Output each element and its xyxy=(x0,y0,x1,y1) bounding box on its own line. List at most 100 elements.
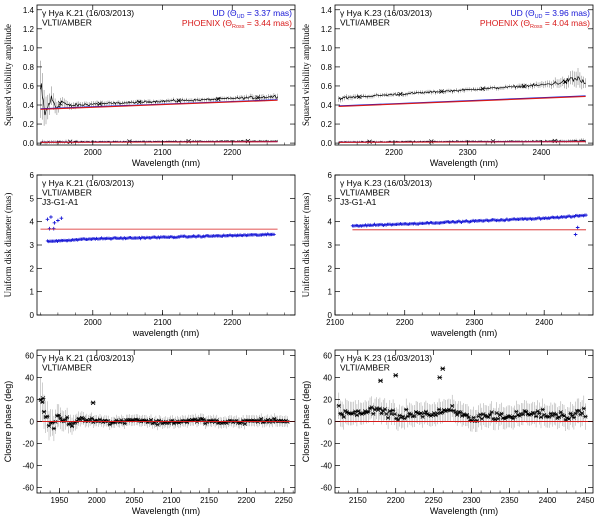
y-tick-label: -20 xyxy=(320,440,332,449)
y-tick-label: 0 xyxy=(30,311,35,320)
y-tick-label: 0.0 xyxy=(321,139,333,148)
panel-ud-k23: 2100 2200 2300 2400 0 1 2 3 4 5 6 wavelength (nm) Un… xyxy=(301,171,594,338)
x-tick-label: 2300 xyxy=(459,148,477,157)
model-line-phoenix-high xyxy=(338,95,586,107)
y-tick-label: 1.0 xyxy=(23,44,35,53)
x-tick-label: 2400 xyxy=(535,318,553,327)
data-marker xyxy=(480,86,485,92)
annotation-line: VLTI/AMBER xyxy=(340,363,390,373)
annotation-line: VLTI/AMBER xyxy=(42,363,92,373)
y-axis-label: Squared visibility amplitude xyxy=(3,24,13,126)
panel-cp-k21: 1950 2000 2050 2100 2150 2200 2250 -60 -40 -20 0 20… xyxy=(3,349,296,516)
annotation-line: γ Hya K.23 (16/03/2013) xyxy=(340,353,432,363)
x-tick-label: 2050 xyxy=(125,496,143,505)
x-tick-label: 2200 xyxy=(387,496,405,505)
ud-outlier-point xyxy=(51,226,56,231)
annotation-line: γ Hya K.23 (16/03/2013) xyxy=(340,8,432,18)
x-tick-label: 2250 xyxy=(275,496,293,505)
data-marker xyxy=(357,94,362,100)
y-tick-label: 6 xyxy=(30,171,35,180)
closure-phase-outlier xyxy=(440,366,446,371)
x-tick-label: 2200 xyxy=(237,496,255,505)
annotation-line: VLTI/AMBER xyxy=(42,188,92,198)
model-line-phoenix-low xyxy=(40,141,278,143)
x-axis-label: Wavelength (nm) xyxy=(430,506,498,516)
ud-outlier-point xyxy=(56,218,60,223)
closure-phase-error-bars xyxy=(40,377,288,442)
x-tick-label: 2100 xyxy=(154,148,172,157)
data-trace-data-high xyxy=(338,75,586,101)
legend-phoenix: PHOENIX (ΘRoss = 3.44 mas) xyxy=(182,18,292,30)
data-marker xyxy=(57,101,63,106)
y-tick-label: 20 xyxy=(323,396,332,405)
error-bar-path xyxy=(40,60,278,126)
ud-outlier-point xyxy=(573,232,578,237)
error-bars-data-high xyxy=(40,60,278,126)
y-tick-label: 0.6 xyxy=(23,82,35,91)
annotation-line: VLTI/AMBER xyxy=(340,188,390,198)
x-tick-label: 2450 xyxy=(577,496,595,505)
plot-area xyxy=(40,60,278,145)
panel-ud-k21: 2000 2100 2200 0 1 2 3 4 5 6 wavelength (nm) Unifor… xyxy=(3,171,296,338)
x-tick-label: 2200 xyxy=(396,318,414,327)
y-tick-label: 0.6 xyxy=(321,82,333,91)
closure-phase-outlier xyxy=(437,375,443,380)
panel-vis-k23: 2200 2300 2400 0.0 0.2 0.4 0.6 0.8 1.0 1.2 1.4 Wave… xyxy=(301,4,594,168)
legend-ud: UD (ΘUD = 3.96 mas) xyxy=(510,8,590,20)
y-tick-label: 3 xyxy=(30,241,35,250)
y-tick-label: 4 xyxy=(328,218,333,227)
panel-vis-k21: 2000 2100 2200 0.0 0.2 0.4 0.6 0.8 1.0 1.2 1.4 Wave… xyxy=(3,4,296,168)
plot-area xyxy=(338,68,586,145)
plot-area xyxy=(350,213,588,237)
y-tick-label: 1.2 xyxy=(23,25,35,34)
y-tick-label: 3 xyxy=(328,241,333,250)
closure-phase-outlier xyxy=(90,400,96,406)
y-tick-label: 20 xyxy=(25,396,34,405)
x-axis-label: wavelength (nm) xyxy=(430,328,498,338)
y-tick-label: 1.0 xyxy=(321,44,333,53)
plot-frame xyxy=(36,4,296,146)
ud-outlier-point xyxy=(45,217,50,222)
data-marker xyxy=(97,101,103,107)
y-tick-label: 0.8 xyxy=(23,63,35,72)
y-tick-label: 1 xyxy=(30,288,35,297)
x-tick-label: 2000 xyxy=(88,496,106,505)
y-tick-label: 0 xyxy=(30,418,35,427)
y-tick-label: 40 xyxy=(25,374,34,383)
y-tick-label: 0.8 xyxy=(321,63,333,72)
data-marker xyxy=(439,89,444,94)
data-marker xyxy=(255,95,261,100)
y-tick-label: 0.2 xyxy=(321,120,333,129)
x-tick-label: 2150 xyxy=(200,496,218,505)
data-marker xyxy=(176,98,182,103)
annotation-line: γ Hya K.21 (16/03/2013) xyxy=(42,353,134,363)
x-tick-label: 2200 xyxy=(385,148,403,157)
closure-phase-outlier xyxy=(393,373,399,378)
y-tick-label: 0 xyxy=(328,418,333,427)
y-tick-label: 0.0 xyxy=(23,139,35,148)
x-tick-label: 1950 xyxy=(51,496,69,505)
data-marker xyxy=(521,83,527,89)
y-tick-label: 6 xyxy=(328,171,333,180)
plot-area xyxy=(335,366,593,432)
plot-area xyxy=(40,215,278,244)
y-tick-label: -20 xyxy=(22,440,34,449)
y-axis-label: Uniform disk diameter (mas) xyxy=(301,193,311,298)
y-axis-label: Closure phase (deg) xyxy=(3,381,13,463)
data-marker xyxy=(562,79,568,84)
y-tick-label: 40 xyxy=(323,374,332,383)
ud-outlier-point xyxy=(52,221,57,225)
x-tick-label: 2100 xyxy=(154,318,172,327)
y-axis-label: Uniform disk diameter (mas) xyxy=(3,193,13,298)
annotation-line: γ Hya K.21 (16/03/2013) xyxy=(42,178,134,188)
y-axis-label: Squared visibility amplitude xyxy=(301,24,311,126)
x-tick-label: 2200 xyxy=(223,318,241,327)
x-tick-label: 2100 xyxy=(326,318,344,327)
annotation-line: VLTI/AMBER xyxy=(42,18,92,28)
y-tick-label: 1 xyxy=(328,288,333,297)
annotation-line: J3-G1-A1 xyxy=(42,197,79,207)
plot-area xyxy=(37,377,295,442)
x-axis-label: Wavelength (nm) xyxy=(132,158,200,168)
ud-outlier-point xyxy=(59,216,64,220)
